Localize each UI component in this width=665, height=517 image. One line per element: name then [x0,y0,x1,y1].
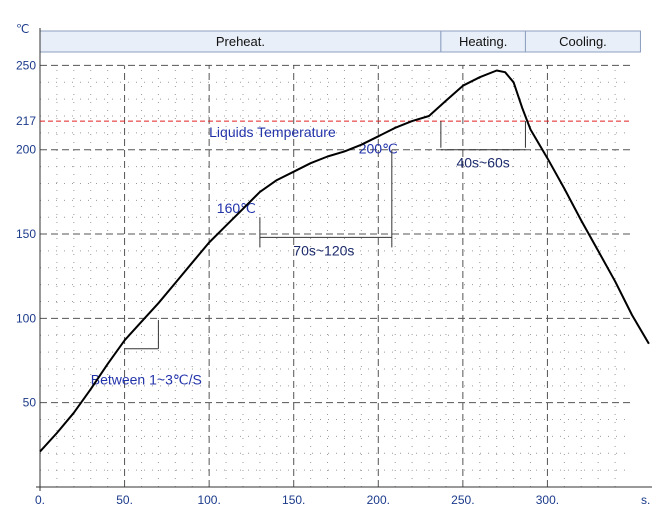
x-tick-label: 300. [536,493,559,507]
x-tick-label: 100. [197,493,220,507]
x-tick-label: 200. [367,493,390,507]
tick-labels: 50 100 150 200 217 250 0. 50. 100. 150. 200. 250. 30… [16,22,650,507]
liquidus-line: Liquids Temperature [40,120,632,140]
slope-label: Between 1~3℃/S [91,372,202,388]
x-tick-label: 50. [116,493,133,507]
x-tick-label: 150. [282,493,305,507]
x-tick-label: 0. [35,493,45,507]
temp-160-label: 160℃ [217,200,256,216]
annotations: Between 1~3℃/S 160℃ 200℃ 70s~120s 40s~60s [91,121,526,388]
phase-label: Cooling. [559,34,607,49]
temperature-curve [39,69,650,453]
x-tick-label: 250. [451,493,474,507]
y-tick-label: 150 [16,227,36,241]
y-tick-label: 200 [16,143,36,157]
major-gridlines [40,64,632,487]
y-tick-label: 100 [16,311,36,325]
phase-label: Heating. [459,34,507,49]
phase-box [524,30,641,53]
temp-200-label: 200℃ [359,141,398,157]
series-line [39,69,650,453]
liquidus-label: Liquids Temperature [209,124,336,140]
y-tick-label: 217 [16,114,36,128]
y-tick-label: 250 [16,58,36,72]
x-unit-label: s. [641,493,650,507]
axes [36,28,652,491]
span-70-120-label: 70s~120s [293,242,354,258]
y-tick-label: 50 [23,396,37,410]
minor-grid-dots [40,65,632,487]
phase-label: Preheat. [216,34,265,49]
y-unit-label: ℃ [16,22,29,36]
span-40-60-label: 40s~60s [456,155,509,171]
phase-bar: Preheat. Heating. Cooling. [39,30,641,53]
